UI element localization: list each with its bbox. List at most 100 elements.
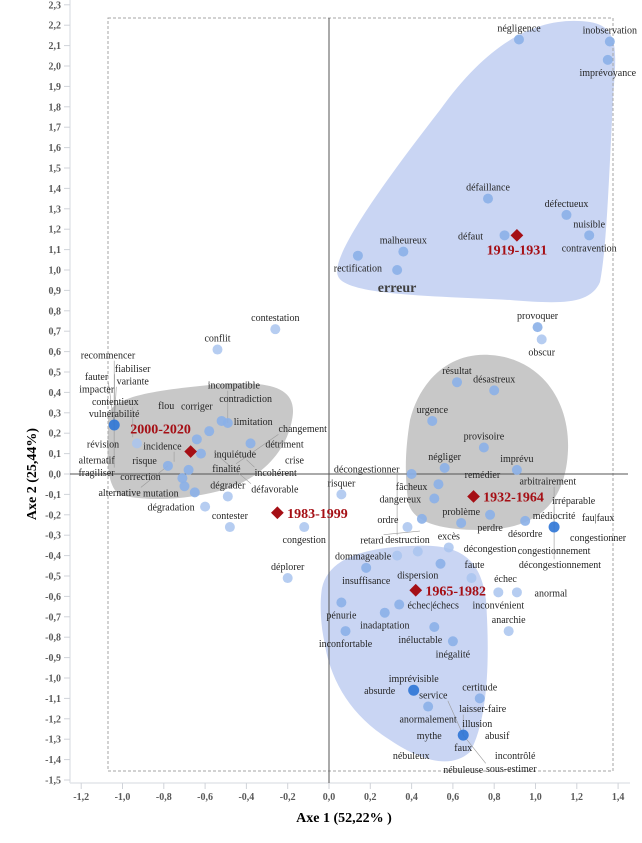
data-point: [602, 54, 613, 65]
data-point: [433, 479, 444, 490]
x-tick-label: 0,0: [323, 792, 336, 803]
data-point: [131, 438, 142, 449]
point-label: illusion: [462, 719, 492, 730]
point-label: congestionner: [570, 533, 627, 544]
point-label: fauter: [85, 372, 109, 383]
data-point: [299, 522, 310, 533]
point-label: inadaptation: [360, 621, 409, 632]
x-tick-label: 0,4: [405, 792, 418, 803]
data-point: [520, 515, 531, 526]
data-point: [179, 481, 190, 492]
x-tick-label: -0,6: [197, 792, 213, 803]
data-point: [379, 607, 390, 618]
data-point: [212, 344, 223, 355]
data-point: [224, 522, 235, 533]
period-label: 1965-1982: [425, 584, 486, 599]
point-label: déplorer: [271, 562, 305, 573]
point-label: incohérent: [255, 468, 297, 479]
point-label: pénurie: [326, 611, 357, 622]
y-tick-label: 0,7: [49, 327, 62, 338]
data-point: [189, 487, 200, 498]
point-label: retard: [360, 535, 383, 546]
data-point: [204, 426, 215, 437]
point-label: décongestion: [464, 544, 517, 555]
point-label: alternative: [98, 488, 141, 499]
point-label: incompatible: [208, 380, 261, 391]
point-label: impacter: [79, 385, 115, 396]
data-point: [485, 509, 496, 520]
data-point: [336, 489, 347, 500]
period-marker: [467, 490, 480, 503]
data-point: [443, 542, 454, 553]
point-label: imprévu: [500, 454, 533, 465]
data-point: [536, 334, 547, 345]
y-tick-label: 2,3: [49, 0, 62, 11]
point-label: crise: [285, 456, 304, 467]
x-tick-label: 0,8: [488, 792, 501, 803]
point-label: nébuleuse: [443, 765, 484, 776]
y-tick-label: -0,7: [45, 612, 61, 623]
y-tick-label: -0,6: [45, 592, 61, 603]
y-tick-label: -1,2: [45, 714, 61, 725]
point-label: problème: [442, 507, 480, 518]
point-label: anormalement: [399, 715, 456, 726]
y-tick-label: 1,9: [49, 82, 62, 93]
label-leader-line: [462, 734, 486, 764]
point-label: remédier: [465, 470, 501, 481]
x-tick-label: -0,2: [280, 792, 296, 803]
points-layer: [108, 34, 615, 741]
y-axis-title: Axe 2 (25,44%): [25, 428, 40, 520]
point-label: dangereux: [379, 495, 421, 506]
data-point: [352, 250, 363, 261]
point-label: décongestionner: [334, 464, 400, 475]
data-point: [177, 473, 188, 484]
point-label: abusif: [485, 731, 510, 742]
point-label: dispersion: [397, 571, 438, 582]
y-tick-label: -1,4: [45, 755, 61, 766]
x-tick-label: 0,2: [364, 792, 377, 803]
data-point: [511, 464, 522, 475]
point-label: négligence: [497, 24, 541, 35]
point-label: contradiction: [219, 394, 272, 405]
point-label: défaillance: [466, 183, 510, 194]
point-label: provoquer: [517, 311, 559, 322]
data-point: [447, 636, 458, 647]
x-tick-label: 0,6: [447, 792, 460, 803]
data-point: [439, 462, 450, 473]
point-label: destruction: [385, 535, 429, 546]
x-tick-label: -0,4: [238, 792, 254, 803]
data-point: [398, 246, 409, 257]
point-label: erreur: [378, 281, 417, 296]
point-label: défaut: [458, 231, 483, 242]
y-tick-label: -0,2: [45, 510, 61, 521]
data-point: [429, 622, 440, 632]
point-label: fragiliser: [78, 468, 115, 479]
point-label: révision: [87, 439, 119, 450]
periods-layer: 1919-1931 2000-2020 1932-1964 1983-1999 1965…: [130, 228, 547, 599]
data-point: [478, 442, 489, 453]
y-tick-label: 0,6: [49, 347, 62, 358]
point-label: certitude: [462, 682, 498, 693]
cluster-region-1919-1931: [337, 20, 616, 303]
y-tick-label: 0,0: [49, 470, 62, 481]
labels-layer: négligence inobservation imprévoyance défai…: [78, 24, 637, 777]
point-label: flou: [158, 401, 174, 412]
label-leader-line: [246, 459, 255, 468]
y-tick-label: 1,1: [49, 245, 62, 256]
y-tick-label: 0,9: [49, 286, 62, 297]
point-label: incidence: [143, 441, 182, 452]
y-tick-label: 1,6: [49, 143, 62, 154]
point-label: contravention: [562, 243, 617, 254]
data-point: [489, 385, 500, 396]
point-label: nuisible: [573, 219, 605, 230]
cluster-regions: [107, 20, 616, 762]
plot-frame-rect: [107, 17, 614, 772]
data-point: [584, 230, 595, 241]
y-tick-label: 1,7: [49, 123, 62, 134]
point-label: provisoire: [464, 432, 505, 443]
data-point: [466, 573, 477, 584]
point-label: congestion: [283, 535, 326, 546]
data-point: [282, 573, 293, 584]
point-label: défavorable: [251, 484, 299, 495]
